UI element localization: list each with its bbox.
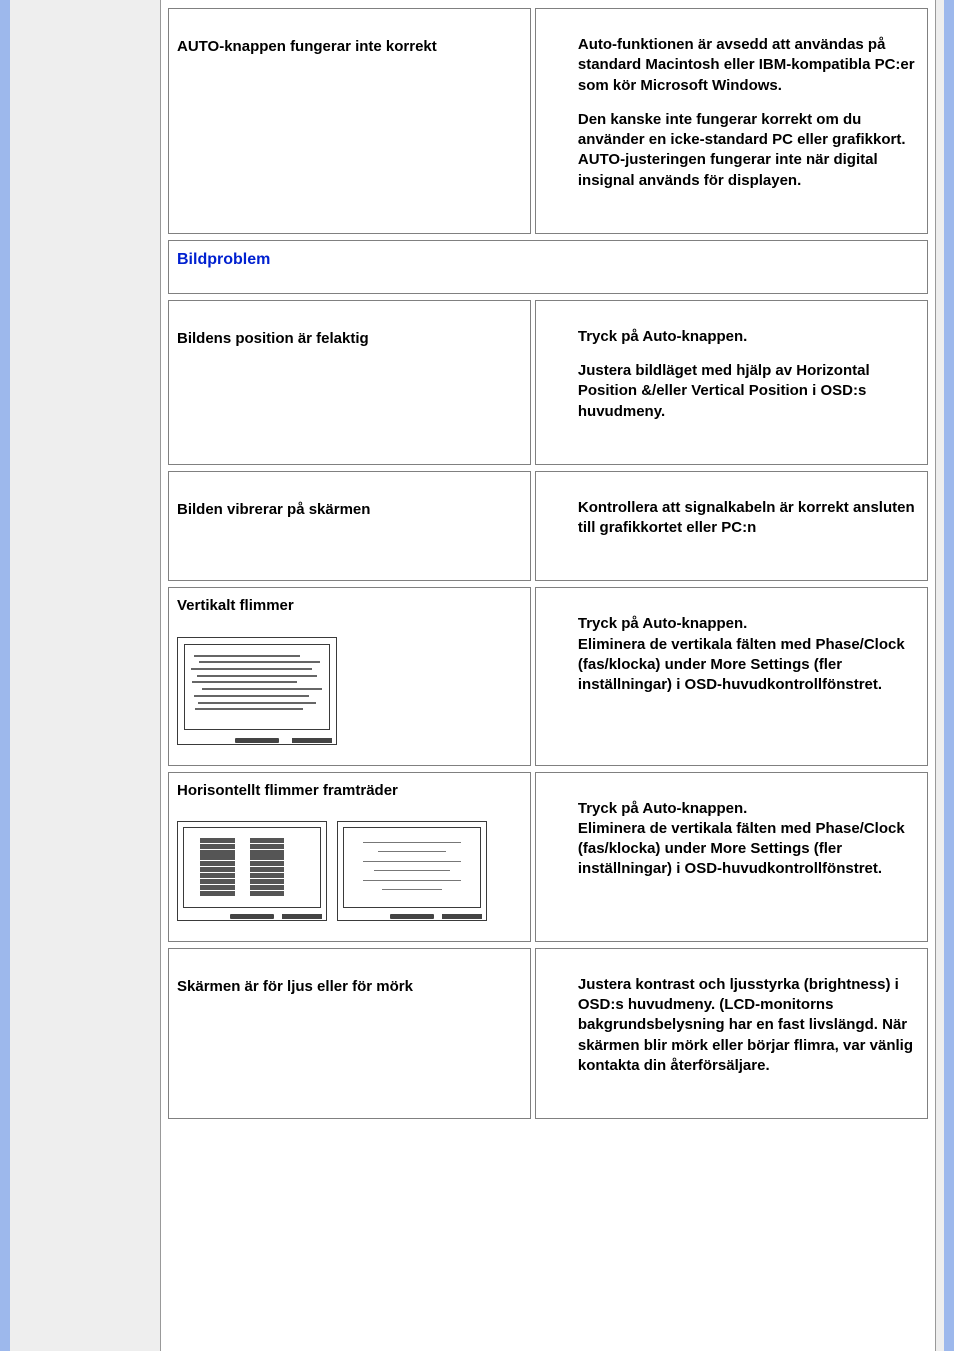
problem-cell: AUTO-knappen fungerar inte korrekt — [168, 8, 531, 234]
content-panel: AUTO-knappen fungerar inte korrekt Auto-… — [160, 0, 936, 1351]
solution-text: Tryck på Auto-knappen. — [578, 327, 917, 347]
page-outer: AUTO-knappen fungerar inte korrekt Auto-… — [0, 0, 954, 1351]
solution-cell: Tryck på Auto-knappen.Eliminera de verti… — [535, 587, 928, 765]
problem-title: Bilden vibrerar på skärmen — [177, 500, 522, 520]
problem-cell: Skärmen är för ljus eller för mörk — [168, 948, 531, 1119]
solution-cell: Justera kontrast och ljusstyrka (brightn… — [535, 948, 928, 1119]
solution-cell: Auto-funktionen är avsedd att användas p… — [535, 8, 928, 234]
illustration-vertical-flicker — [177, 637, 337, 745]
solution-cell: Tryck på Auto-knappen. Justera bildläget … — [535, 300, 928, 465]
solution-cell: Tryck på Auto-knappen.Eliminera de verti… — [535, 772, 928, 942]
solution-text: Justera kontrast och ljusstyrka (brightn… — [578, 975, 917, 1076]
problem-cell: Bilden vibrerar på skärmen — [168, 471, 531, 582]
illustration-horizontal-flicker-1 — [177, 821, 327, 921]
problem-title: AUTO-knappen fungerar inte korrekt — [177, 37, 522, 57]
solution-text: Tryck på Auto-knappen.Eliminera de verti… — [578, 799, 917, 880]
illustration-horizontal-flicker-2 — [337, 821, 487, 921]
solution-cell: Kontrollera att signalkabeln är korrekt … — [535, 471, 928, 582]
problem-title: Skärmen är för ljus eller för mörk — [177, 977, 522, 997]
solution-text: Auto-funktionen är avsedd att användas p… — [578, 35, 917, 96]
section-header: Bildproblem — [168, 240, 928, 294]
troubleshooting-table: AUTO-knappen fungerar inte korrekt Auto-… — [164, 2, 932, 1125]
problem-cell: Horisontellt flimmer framträder — [168, 772, 531, 942]
solution-text: Justera bildläget med hjälp av Horizonta… — [578, 361, 917, 422]
problem-cell: Bildens position är felaktig — [168, 300, 531, 465]
problem-title: Vertikalt flimmer — [177, 596, 522, 616]
problem-cell: Vertikalt flimmer — [168, 587, 531, 765]
problem-title: Bildens position är felaktig — [177, 329, 522, 349]
problem-title: Horisontellt flimmer framträder — [177, 781, 522, 801]
solution-text: Kontrollera att signalkabeln är korrekt … — [578, 498, 917, 539]
solution-text: Tryck på Auto-knappen.Eliminera de verti… — [578, 614, 917, 695]
solution-text: Den kanske inte fungerar korrekt om du a… — [578, 110, 917, 191]
page-midframe: AUTO-knappen fungerar inte korrekt Auto-… — [10, 0, 944, 1351]
